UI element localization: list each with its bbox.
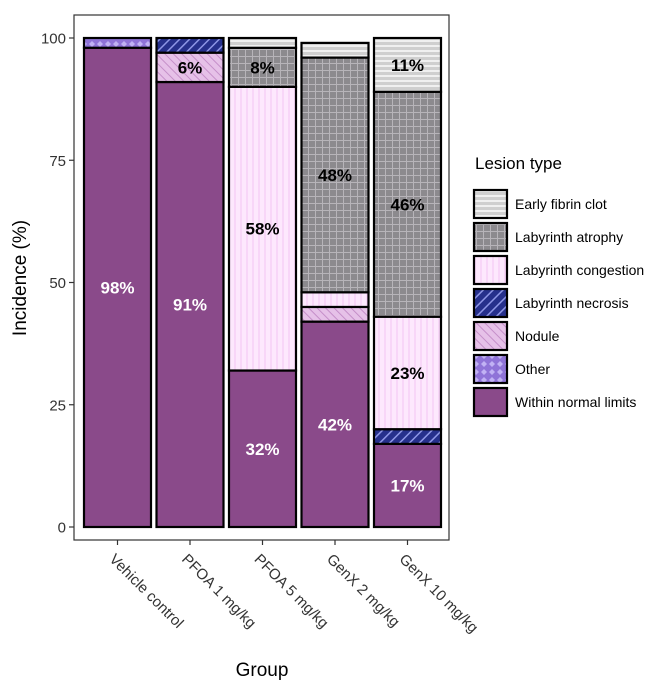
x-tick-label-genx-10-mg-kg: GenX 10 mg/kg xyxy=(396,551,482,637)
y-tick-label-100: 100 xyxy=(41,31,66,48)
data-label-labyrinth-atrophy-genx-2-mg-kg: 48% xyxy=(318,166,352,185)
legend-label-within-normal-limits: Within normal limits xyxy=(515,394,636,410)
bar-segment-early-fibrin-clot-genx-2-mg-kg xyxy=(300,41,370,59)
x-axis-title: Group xyxy=(236,660,289,681)
legend-label-labyrinth-atrophy: Labyrinth atrophy xyxy=(515,229,623,245)
y-tick-label-25: 25 xyxy=(49,397,66,414)
bar-segment-within-normal-limits-genx-10-mg-kg xyxy=(372,442,443,529)
bar-segment-other-vehicle-control xyxy=(82,36,153,49)
data-label-nodule-pfoa-1-mg-kg: 6% xyxy=(178,58,203,77)
legend-title: Lesion type xyxy=(475,154,562,173)
legend-key-other xyxy=(472,353,509,385)
legend-label-early-fibrin-clot: Early fibrin clot xyxy=(515,196,607,212)
data-label-labyrinth-congestion-genx-10-mg-kg: 23% xyxy=(390,364,424,383)
legend-label-labyrinth-necrosis: Labyrinth necrosis xyxy=(515,295,629,311)
bar-segment-within-normal-limits-genx-2-mg-kg xyxy=(300,320,370,529)
legend-key-within-normal-limits xyxy=(472,386,509,418)
bar-segment-labyrinth-congestion-genx-10-mg-kg xyxy=(372,315,443,431)
x-tick-label-vehicle-control: Vehicle control xyxy=(106,551,187,632)
bar-segment-within-normal-limits-vehicle-control xyxy=(82,46,153,529)
bar-segment-labyrinth-atrophy-genx-2-mg-kg xyxy=(300,56,370,294)
legend-key-early-fibrin-clot xyxy=(472,188,509,220)
legend-label-nodule: Nodule xyxy=(515,328,560,344)
y-tick-label-50: 50 xyxy=(49,275,66,292)
y-axis: 0 25 50 75 100 xyxy=(41,31,74,537)
bar-segment-within-normal-limits-pfoa-1-mg-kg xyxy=(155,80,225,529)
bar-segment-early-fibrin-clot-pfoa-5-mg-kg xyxy=(227,36,298,49)
bar-segment-labyrinth-necrosis-pfoa-1-mg-kg xyxy=(155,36,225,54)
bar-segment-labyrinth-atrophy-genx-10-mg-kg xyxy=(372,90,443,318)
legend: Lesion type Early fibrin clot Labyrinth a… xyxy=(472,154,644,418)
y-tick-label-75: 75 xyxy=(49,153,66,170)
x-tick-label-pfoa-1-mg-kg: PFOA 1 mg/kg xyxy=(178,551,259,632)
data-label-labyrinth-congestion-pfoa-5-mg-kg: 58% xyxy=(245,220,279,239)
bar-segment-early-fibrin-clot-genx-10-mg-kg xyxy=(372,36,443,93)
y-tick-label-0: 0 xyxy=(58,520,66,537)
bar-segment-labyrinth-congestion-genx-2-mg-kg xyxy=(300,291,370,309)
legend-key-labyrinth-congestion xyxy=(472,254,509,286)
legend-label-labyrinth-congestion: Labyrinth congestion xyxy=(515,262,644,278)
data-labels-layer: 98% 91% 6% 32% 58% 8% 42% 48% 17% 23% 46% 11% xyxy=(100,56,424,496)
data-label-labyrinth-atrophy-pfoa-5-mg-kg: 8% xyxy=(250,58,275,77)
bar-segment-labyrinth-atrophy-pfoa-5-mg-kg xyxy=(227,46,298,88)
bar-segment-nodule-pfoa-1-mg-kg xyxy=(155,51,225,84)
data-label-labyrinth-atrophy-genx-10-mg-kg: 46% xyxy=(390,195,424,214)
legend-key-labyrinth-necrosis xyxy=(472,287,509,319)
bar-segment-labyrinth-necrosis-genx-10-mg-kg xyxy=(372,428,443,445)
bar-segment-within-normal-limits-pfoa-5-mg-kg xyxy=(227,369,298,529)
legend-key-labyrinth-atrophy xyxy=(472,221,509,253)
x-tick-label-genx-2-mg-kg: GenX 2 mg/kg xyxy=(323,551,403,631)
data-label-within-normal-limits-vehicle-control: 98% xyxy=(100,278,134,297)
data-label-within-normal-limits-genx-10-mg-kg: 17% xyxy=(390,476,424,495)
y-axis-title: Incidence (%) xyxy=(10,220,31,336)
data-label-within-normal-limits-genx-2-mg-kg: 42% xyxy=(318,415,352,434)
bars-layer xyxy=(82,36,443,529)
data-label-within-normal-limits-pfoa-5-mg-kg: 32% xyxy=(245,440,279,459)
data-label-early-fibrin-clot-genx-10-mg-kg: 11% xyxy=(391,56,424,75)
legend-label-other: Other xyxy=(515,361,550,377)
legend-key-nodule xyxy=(472,320,509,352)
data-label-within-normal-limits-pfoa-1-mg-kg: 91% xyxy=(173,296,207,315)
bar-segment-nodule-genx-2-mg-kg xyxy=(300,305,370,323)
x-tick-label-pfoa-5-mg-kg: PFOA 5 mg/kg xyxy=(251,551,332,632)
